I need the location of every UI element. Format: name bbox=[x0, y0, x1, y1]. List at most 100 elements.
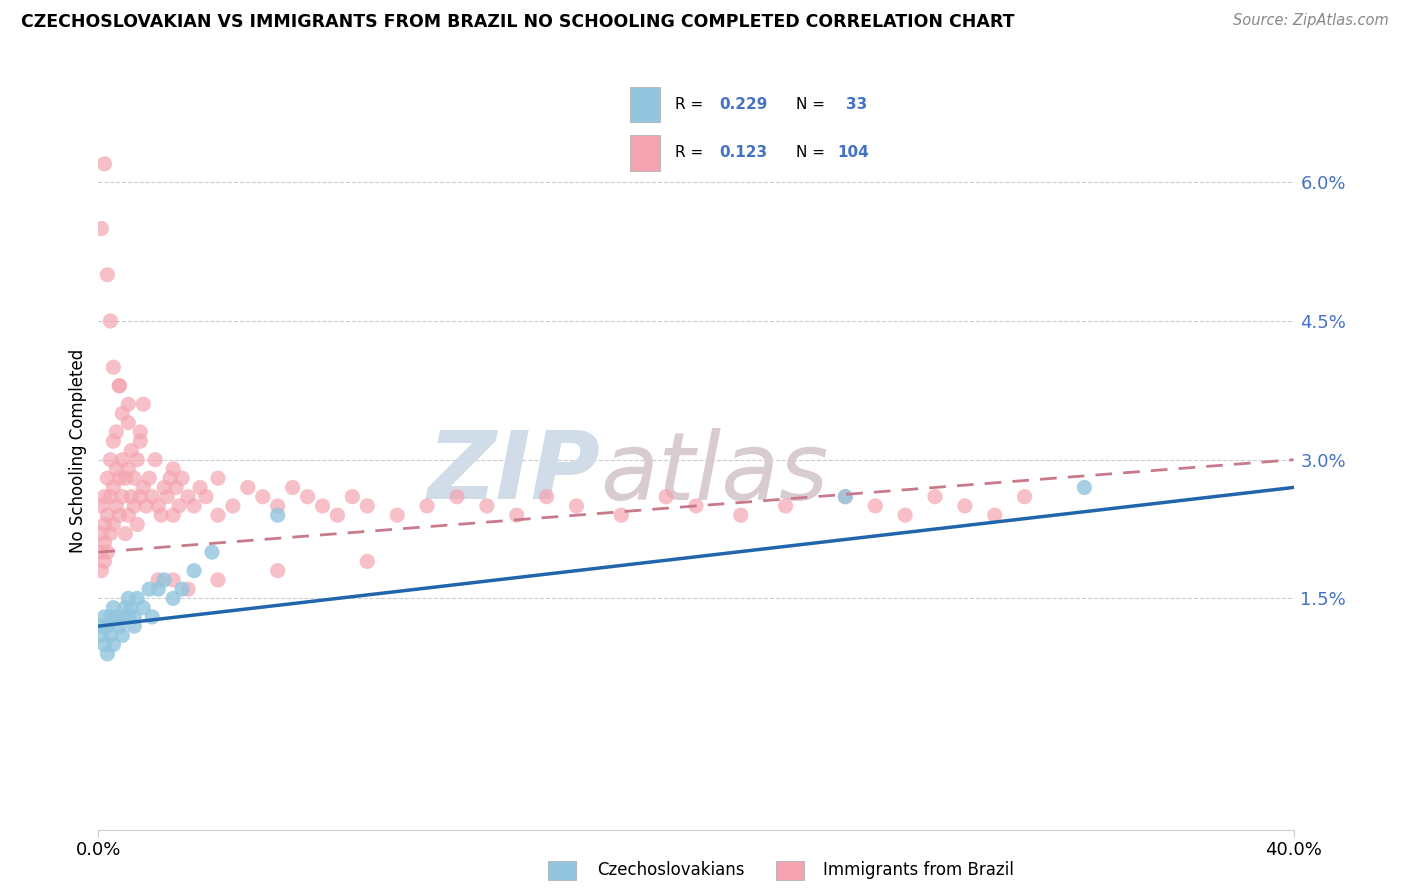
Point bbox=[98, 490, 122, 504]
Point bbox=[924, 490, 946, 504]
Point bbox=[90, 221, 112, 235]
Point bbox=[127, 517, 149, 532]
Point bbox=[98, 610, 122, 624]
Point bbox=[111, 407, 134, 421]
Text: ZIP: ZIP bbox=[427, 427, 600, 519]
Point bbox=[103, 360, 125, 375]
Point bbox=[93, 536, 115, 550]
Point bbox=[188, 480, 211, 494]
Point bbox=[90, 564, 112, 578]
Point bbox=[267, 564, 290, 578]
Point bbox=[117, 610, 139, 624]
Point bbox=[177, 490, 200, 504]
Point bbox=[326, 508, 349, 523]
Text: N =: N = bbox=[796, 145, 830, 161]
Point bbox=[96, 619, 118, 633]
Point bbox=[90, 619, 112, 633]
Text: atlas: atlas bbox=[600, 427, 828, 519]
Point bbox=[120, 600, 142, 615]
Point bbox=[236, 480, 259, 494]
Point bbox=[252, 490, 274, 504]
Point bbox=[98, 452, 122, 467]
Point bbox=[93, 610, 115, 624]
Point bbox=[129, 425, 152, 439]
Point bbox=[385, 508, 409, 523]
Point bbox=[120, 443, 142, 458]
Point bbox=[610, 508, 633, 523]
Point bbox=[162, 573, 184, 587]
Point bbox=[117, 462, 139, 476]
Text: R =: R = bbox=[675, 97, 707, 112]
Point bbox=[775, 499, 797, 513]
Point bbox=[356, 499, 378, 513]
Point bbox=[153, 573, 176, 587]
Point bbox=[103, 600, 125, 615]
Point bbox=[655, 490, 678, 504]
Text: 104: 104 bbox=[837, 145, 869, 161]
Point bbox=[162, 508, 184, 523]
Point bbox=[96, 545, 118, 559]
Point bbox=[103, 434, 125, 449]
Point bbox=[446, 490, 468, 504]
Point bbox=[105, 425, 128, 439]
Point bbox=[105, 610, 128, 624]
Point bbox=[117, 416, 139, 430]
Point bbox=[93, 490, 115, 504]
Point bbox=[108, 471, 131, 485]
Point bbox=[953, 499, 976, 513]
Point bbox=[565, 499, 588, 513]
Point bbox=[167, 499, 190, 513]
Point bbox=[90, 499, 112, 513]
Point bbox=[162, 591, 184, 606]
Point bbox=[150, 508, 173, 523]
Point bbox=[98, 628, 122, 642]
Point bbox=[195, 490, 218, 504]
Text: 33: 33 bbox=[846, 97, 868, 112]
Point bbox=[96, 508, 118, 523]
Point bbox=[207, 508, 229, 523]
Point bbox=[129, 434, 152, 449]
Point bbox=[114, 471, 136, 485]
Point bbox=[281, 480, 304, 494]
Point bbox=[129, 490, 152, 504]
Point bbox=[297, 490, 319, 504]
Point bbox=[98, 314, 122, 328]
Point bbox=[108, 619, 131, 633]
Point bbox=[108, 378, 131, 392]
Point bbox=[177, 582, 200, 596]
Point bbox=[135, 499, 157, 513]
Point bbox=[984, 508, 1007, 523]
Point bbox=[105, 462, 128, 476]
Point bbox=[90, 526, 112, 541]
Point bbox=[124, 610, 146, 624]
Point bbox=[105, 499, 128, 513]
Y-axis label: No Schooling Completed: No Schooling Completed bbox=[69, 349, 87, 552]
Point bbox=[311, 499, 333, 513]
Point bbox=[143, 452, 166, 467]
Point bbox=[93, 638, 115, 652]
Point bbox=[93, 517, 115, 532]
Point bbox=[98, 526, 122, 541]
Point bbox=[894, 508, 917, 523]
Point bbox=[90, 628, 112, 642]
Point bbox=[141, 490, 163, 504]
Point bbox=[172, 471, 194, 485]
Point bbox=[127, 452, 149, 467]
Point bbox=[132, 480, 155, 494]
Point bbox=[103, 480, 125, 494]
Point bbox=[207, 471, 229, 485]
Point bbox=[111, 610, 134, 624]
FancyBboxPatch shape bbox=[630, 87, 659, 122]
Point bbox=[1073, 480, 1095, 494]
Point bbox=[141, 610, 163, 624]
Point bbox=[356, 554, 378, 568]
FancyBboxPatch shape bbox=[630, 136, 659, 170]
Point bbox=[172, 582, 194, 596]
Point bbox=[148, 573, 170, 587]
Point bbox=[730, 508, 752, 523]
Point bbox=[156, 490, 179, 504]
Point bbox=[111, 452, 134, 467]
Point bbox=[124, 471, 146, 485]
Point bbox=[165, 480, 187, 494]
Point bbox=[132, 600, 155, 615]
